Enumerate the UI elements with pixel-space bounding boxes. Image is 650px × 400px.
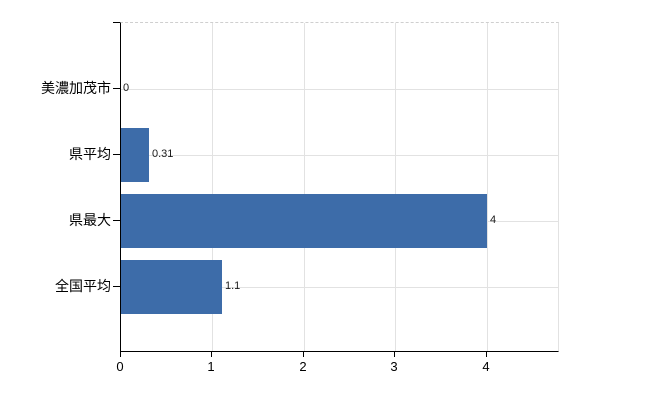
bar-value-label: 1.1 [225,280,241,292]
gridline-vertical [304,23,305,351]
gridline-horizontal [121,287,558,288]
x-tick-label: 2 [299,359,307,374]
x-axis-tick [211,352,212,357]
category-label: 県平均 [69,146,111,162]
bar-value-label: 4 [490,214,497,226]
bar [121,128,149,182]
y-axis-tick [113,88,120,89]
gridline-horizontal [121,89,558,90]
gridline-vertical [212,23,213,351]
x-tick-label: 3 [390,359,398,374]
bar [121,260,222,314]
category-label: 全国平均 [55,278,111,294]
y-axis-tick [113,22,120,23]
y-axis-tick [113,286,120,287]
bar [121,194,487,248]
x-tick-label: 4 [482,359,490,374]
x-tick-label: 1 [207,359,215,374]
plot-area [120,22,559,352]
x-axis-tick [120,352,121,357]
category-label: 県最大 [69,212,111,228]
y-axis-tick [113,220,120,221]
x-axis-tick [394,352,395,357]
x-axis-tick [486,352,487,357]
y-axis-tick [113,154,120,155]
gridline-vertical [487,23,488,351]
x-tick-label: 0 [116,359,124,374]
x-axis-tick [303,352,304,357]
gridline-horizontal [121,155,558,156]
gridline-vertical [395,23,396,351]
category-label: 美濃加茂市 [41,80,111,96]
bar-value-label: 0.31 [152,148,174,160]
bar-value-label: 0 [123,82,130,94]
